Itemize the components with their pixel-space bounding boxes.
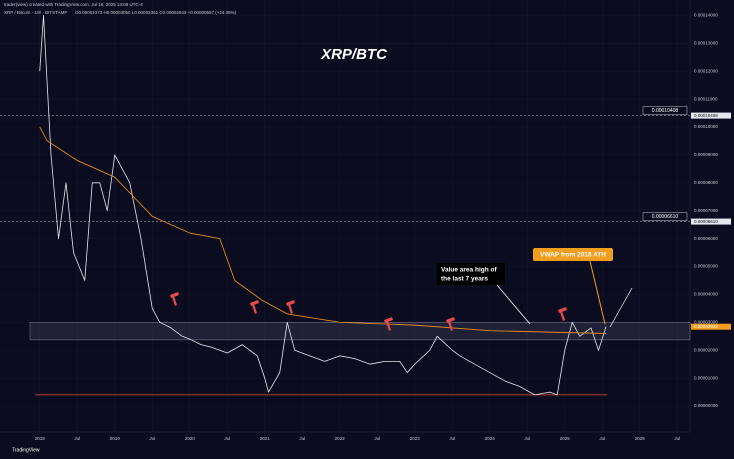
y-tick-label: 0.00004000 bbox=[694, 292, 718, 297]
annotation-text: Value area high of bbox=[441, 267, 497, 274]
hammer-icons bbox=[170, 292, 567, 331]
x-tick-label: 2025 bbox=[560, 436, 571, 441]
y-tick-label: 0.00006000 bbox=[694, 236, 718, 241]
hammer-icon bbox=[384, 317, 393, 331]
level-label: 0.00006610 bbox=[652, 214, 679, 220]
y-tick-label: 0.00005000 bbox=[694, 264, 718, 269]
hammer-icon bbox=[250, 300, 259, 314]
y-tick-label: 0.00010000 bbox=[694, 124, 718, 129]
level-label: 0.00010408 bbox=[652, 108, 679, 114]
y-tick-label: 0.00000000 bbox=[694, 403, 718, 408]
x-tick-label: Jul bbox=[449, 436, 455, 441]
hammer-icon bbox=[446, 317, 455, 331]
x-tick-label: Jul bbox=[524, 436, 530, 441]
annotation-arrow bbox=[496, 284, 531, 325]
annotation-arrow bbox=[589, 260, 606, 325]
annotation-arrow bbox=[609, 287, 633, 328]
x-tick-label: 2023 bbox=[410, 436, 421, 441]
chart-title: XRP/BTC bbox=[320, 46, 388, 63]
y-tick-label: 0.00012000 bbox=[694, 68, 718, 73]
vwap-line bbox=[39, 126, 607, 334]
x-tick-label: Jul bbox=[149, 436, 155, 441]
x-tick-label: Jul bbox=[299, 436, 305, 441]
y-tick-label: 0.00003000 bbox=[694, 320, 718, 325]
hammer-icon bbox=[170, 292, 179, 306]
x-tick-label: Jul bbox=[674, 436, 680, 441]
value-area-band bbox=[29, 322, 691, 341]
x-tick-label: 2019 bbox=[110, 436, 121, 441]
x-tick-label: 2021 bbox=[260, 436, 271, 441]
y-tick-label: 0.00014000 bbox=[694, 13, 718, 18]
y-tick-label: 0.00007000 bbox=[694, 208, 718, 213]
x-tick-label: 2018 bbox=[35, 436, 46, 441]
y-tick-label: 0.00002000 bbox=[694, 347, 718, 352]
hammer-icon bbox=[558, 307, 567, 321]
price-line bbox=[39, 14, 607, 396]
axis-level-label: 0.00010408 bbox=[694, 113, 718, 118]
footer-logo: TradingView bbox=[12, 447, 40, 453]
x-tick-label: 2020 bbox=[185, 436, 196, 441]
axis-level-box bbox=[691, 112, 731, 119]
level-label-box bbox=[642, 106, 688, 115]
x-tick-label: Jul bbox=[599, 436, 605, 441]
last-price-label: 0.00002843 bbox=[694, 324, 718, 329]
x-tick-label: 2026 bbox=[635, 436, 646, 441]
x-tick-label: Jul bbox=[74, 436, 80, 441]
x-tick-label: 2022 bbox=[335, 436, 346, 441]
y-tick-label: 0.00008000 bbox=[694, 180, 718, 185]
x-tick-label: 2024 bbox=[485, 436, 496, 441]
ohlc-line: O0.00002373 H0.00003050 L0.00002361 C0.0… bbox=[75, 10, 237, 15]
annotation-box bbox=[437, 263, 505, 285]
author-line: trader(view) created with TradingView.co… bbox=[4, 2, 143, 7]
symbol-line: XRP / Bitcoin · 1W · BITSTAMP bbox=[4, 10, 67, 15]
y-tick-label: 0.00011000 bbox=[694, 96, 718, 101]
axis-level-label: 0.00006610 bbox=[694, 219, 718, 224]
hammer-icon bbox=[286, 300, 295, 314]
annotation-box bbox=[533, 248, 613, 261]
plot: 0.00000000 0.00001000 0.00002000 0.00003000… bbox=[0, 0, 731, 441]
y-tick-label: 0.00001000 bbox=[694, 375, 718, 380]
axis-level-box bbox=[691, 218, 731, 225]
level-label-box bbox=[642, 212, 688, 221]
y-tick-label: 0.00013000 bbox=[694, 40, 718, 45]
x-tick-label: Jul bbox=[374, 436, 380, 441]
last-price-box bbox=[691, 323, 731, 330]
x-tick-label: Jul bbox=[224, 436, 230, 441]
annotation-text: VWAP from 2018 ATH bbox=[540, 252, 606, 259]
annotation-text: the last 7 years bbox=[441, 276, 488, 283]
y-tick-label: 0.00009000 bbox=[694, 152, 718, 157]
